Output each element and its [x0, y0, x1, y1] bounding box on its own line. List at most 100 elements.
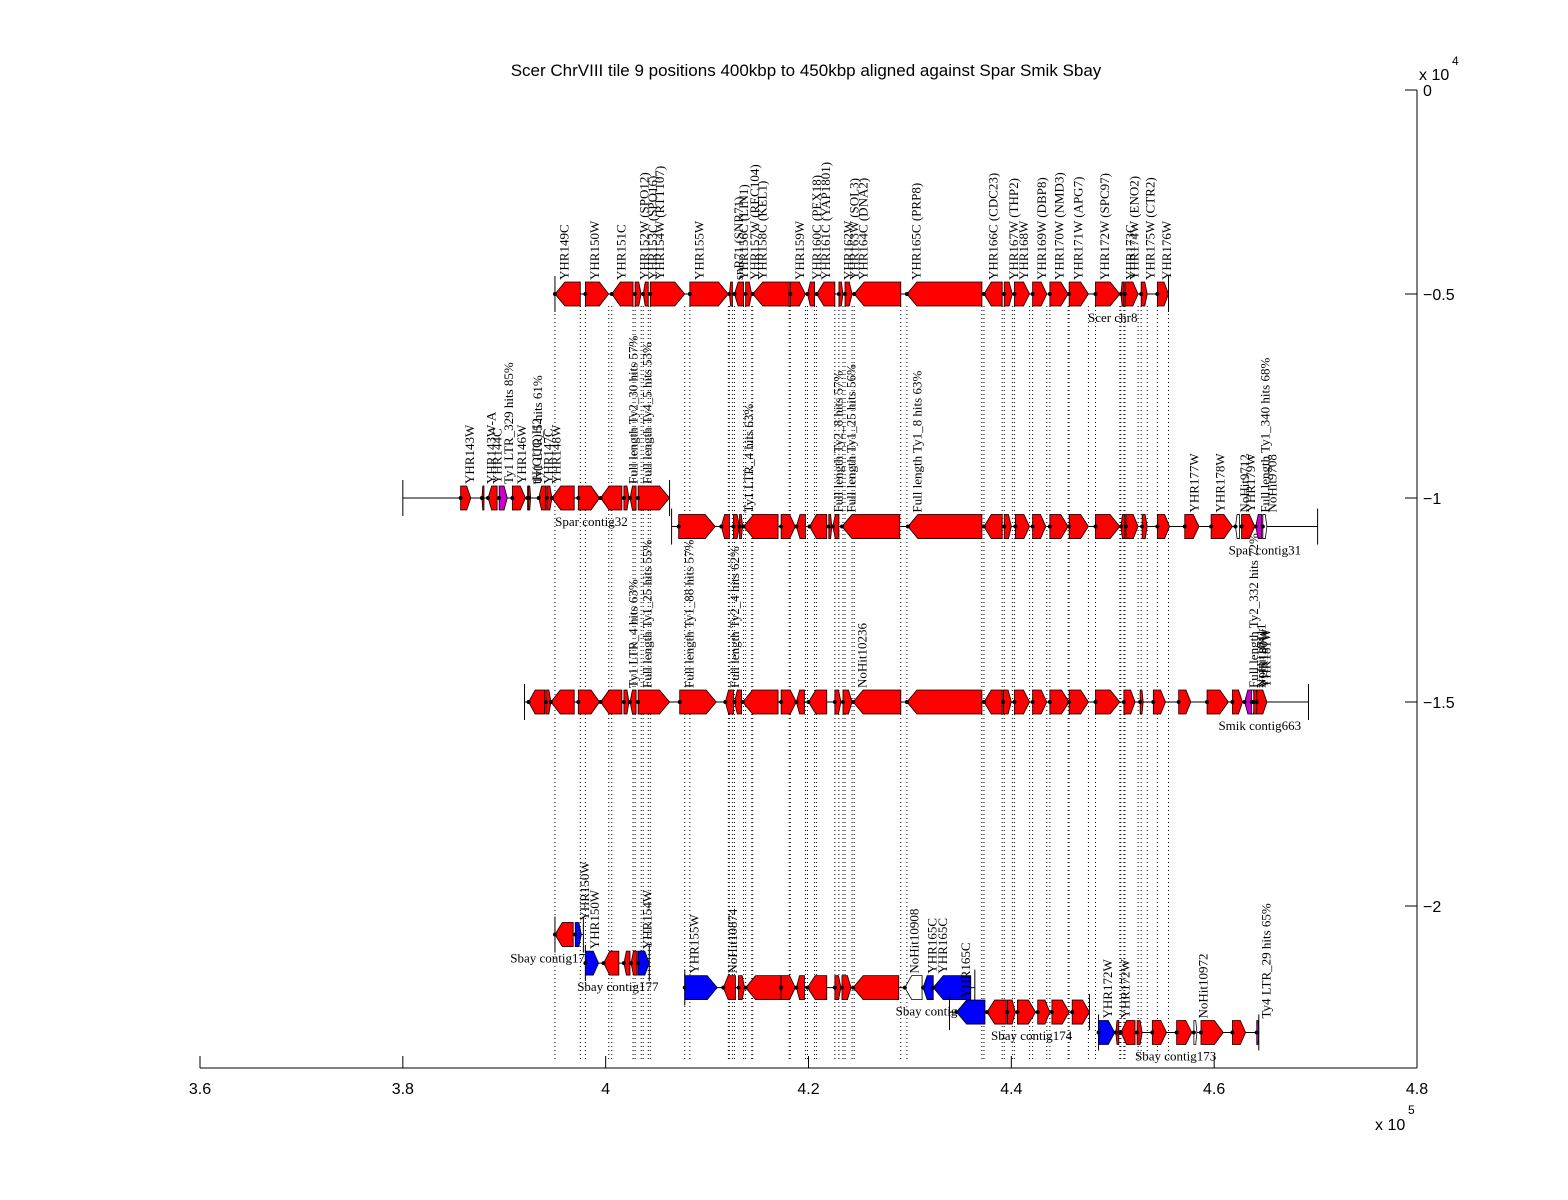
gene-start-dot: [1118, 524, 1123, 529]
y-tick-label: −1: [1423, 491, 1441, 508]
gene-start-dot: [1205, 700, 1210, 704]
gene-start-dot: [497, 496, 502, 500]
gene-label: YHR172W: [1100, 959, 1115, 1019]
gene-start-dot: [736, 985, 741, 990]
gene-start-dot: [839, 985, 844, 990]
gene-arrow: [1241, 514, 1256, 539]
gene-arrow: [807, 281, 815, 307]
gene-start-dot: [905, 524, 910, 529]
gene-arrow: [611, 281, 634, 307]
gene-start-dot: [1239, 524, 1244, 529]
gene-start-dot: [621, 961, 626, 966]
gene-arrow: [956, 999, 986, 1025]
gene-arrow: [1210, 514, 1233, 539]
gene-start-dot: [1123, 524, 1128, 529]
gene-arrow: [1206, 689, 1229, 715]
gene-label: YHR180W: [1255, 628, 1270, 688]
gene-start-dot: [458, 496, 463, 500]
gene-label: NoHit10236: [855, 623, 870, 689]
gene-start-dot: [826, 524, 831, 529]
gene-start-dot: [984, 1010, 989, 1015]
gene-label: Ty1 LTR_329 hits 85%: [501, 362, 516, 484]
gene-label: Ty4 LTR_29 hits 65%: [1258, 903, 1273, 1018]
gene-start-dot: [1230, 700, 1235, 704]
gene-arrow: [545, 689, 552, 715]
gene-arrow: [538, 485, 547, 511]
gene-arrow: [498, 485, 508, 511]
gene-start-dot: [732, 700, 737, 704]
gene-label: YHR179W: [1243, 453, 1258, 513]
gene-label: YHR167W (THP2): [1006, 178, 1021, 280]
gene-start-dot: [779, 524, 784, 529]
gene-label: YHR171W (APG7): [1071, 177, 1086, 280]
gene-start-dot: [805, 985, 810, 990]
gene-label: Full length Ty2_30 hits 57%: [626, 335, 641, 484]
gene-arrow: [1141, 514, 1148, 539]
gene-arrow: [983, 281, 1003, 307]
gene-arrow: [1032, 689, 1048, 715]
gene-start-dot: [721, 985, 726, 990]
gene-start-dot: [1047, 292, 1052, 296]
gene-start-dot: [740, 700, 745, 704]
contig-label: Sbay contig173: [1135, 1048, 1216, 1063]
gene-arrow: [795, 514, 806, 539]
gene-arrow: [1002, 689, 1012, 715]
gene-arrow: [460, 485, 472, 511]
gene-label: Full length Ty2_4 hits 62%: [727, 546, 742, 688]
gene-start-dot: [552, 292, 557, 296]
gene-label: Ty1 LTR_4 hits 63%: [626, 579, 641, 688]
gene-start-dot: [1121, 700, 1126, 704]
gene-label: YHR175W (CTR2): [1143, 177, 1158, 280]
gene-arrow: [584, 950, 600, 976]
gene-label: YHR178W: [1213, 453, 1228, 513]
gene-arrow: [1200, 1020, 1224, 1045]
gene-start-dot: [732, 292, 737, 296]
gene-arrow: [1006, 999, 1016, 1025]
gene-arrow: [1013, 281, 1031, 307]
gene-start-dot: [636, 496, 641, 500]
gene-start-dot: [1138, 700, 1143, 704]
gene-start-dot: [1012, 292, 1017, 296]
gene-arrow: [623, 689, 630, 715]
gene-arrow: [1037, 999, 1051, 1025]
gene-start-dot: [548, 700, 553, 704]
gene-arrow: [1235, 514, 1240, 539]
gene-label: YHR143W: [462, 424, 477, 484]
track-smik-contig663: Ty1 LTR_4 hits 63% Full length Ty1_25 hit…: [524, 533, 1309, 733]
gene-start-dot: [1151, 700, 1156, 704]
gene-start-dot: [552, 932, 557, 937]
gene-arrow: [689, 281, 729, 307]
gene-start-dot: [1002, 524, 1007, 529]
gene-start-dot: [904, 292, 909, 296]
gene-start-dot: [1049, 1010, 1054, 1015]
y-axis: x 10 4 0 −0.5 −1 −1.5 −2: [1405, 54, 1459, 1068]
track-sbay-contig178: YHR150W Sbay contig178: [510, 861, 592, 966]
gene-start-dot: [954, 1010, 959, 1015]
track-sbay-contig173: YHR172W YHR172W NoHit10972 Ty4 LTR_29 hits …: [1096, 903, 1273, 1063]
gene-start-dot: [576, 700, 581, 704]
gene-start-dot: [1005, 1010, 1010, 1015]
gene-start-dot: [1113, 1030, 1118, 1035]
gene-arrow: [734, 689, 742, 715]
gene-start-dot: [981, 292, 986, 296]
gene-label: YHR163W (SOL3): [847, 178, 862, 280]
x-tick-label: 3.6: [189, 1081, 211, 1098]
gene-label: YHR150W: [587, 889, 602, 949]
gene-start-dot: [931, 985, 936, 990]
gene-arrow: [629, 689, 637, 715]
gene-arrow: [1068, 514, 1089, 539]
gene-start-dot: [676, 524, 681, 529]
gene-arrow: [649, 281, 686, 307]
gene-start-dot: [573, 932, 578, 937]
gene-label: Full length Ty1_8 hits 63%: [909, 371, 924, 513]
gene-arrow: [1184, 514, 1200, 539]
gene-start-dot: [1242, 700, 1247, 704]
gene-start-dot: [677, 700, 682, 704]
gene-start-dot: [1155, 292, 1160, 296]
gene-arrow: [720, 514, 730, 539]
gene-label: YHR162W: [841, 220, 856, 280]
gene-start-dot: [1254, 700, 1259, 704]
gene-arrow: [678, 514, 716, 539]
gene-arrow: [842, 689, 853, 715]
gene-start-dot: [832, 985, 837, 990]
